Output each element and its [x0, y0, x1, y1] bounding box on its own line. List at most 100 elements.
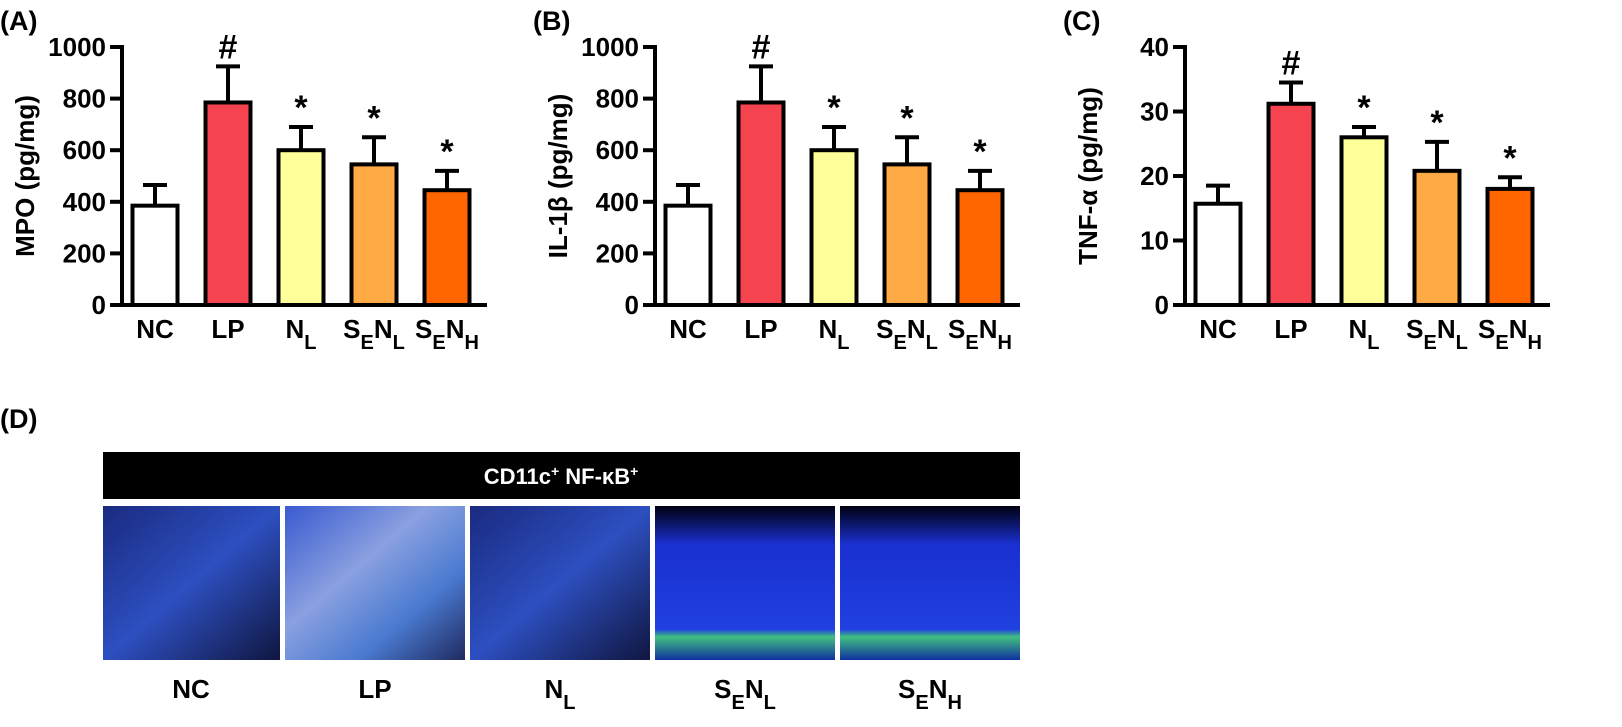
x-tick-label: SENL	[876, 314, 938, 354]
significance-mark: #	[1282, 44, 1301, 82]
bar	[955, 188, 1005, 307]
text-piece: N	[374, 314, 393, 344]
y-tick-label: 20	[1140, 161, 1169, 191]
panel-label: (A)	[0, 6, 37, 36]
text-piece: NC	[669, 314, 707, 344]
y-tick-label: 400	[596, 187, 639, 217]
text-piece: S	[948, 314, 965, 344]
text-piece: N	[979, 314, 998, 344]
y-axis-title: IL-1β (pg/mg)	[543, 94, 573, 259]
text-piece: L	[304, 332, 316, 354]
x-tick-label: SENH	[415, 314, 479, 354]
text-piece: S	[343, 314, 360, 344]
text-piece: LP	[1274, 314, 1307, 344]
micrograph	[840, 506, 1020, 660]
text-piece: NC	[172, 674, 210, 704]
x-tick-label: NL	[819, 314, 850, 354]
y-tick-label: 0	[92, 290, 106, 320]
image-label: NC	[172, 674, 210, 704]
bar	[663, 203, 713, 307]
significance-mark: *	[440, 133, 454, 171]
text-piece: +	[630, 463, 638, 479]
text-piece: LP	[358, 674, 391, 704]
bar	[422, 188, 472, 307]
image-label: NL	[545, 674, 576, 714]
x-tick-label: LP	[211, 314, 244, 344]
image-label: SENH	[898, 674, 962, 714]
text-piece: E	[1424, 332, 1437, 354]
text-piece: N	[819, 314, 838, 344]
y-tick-label: 1000	[48, 32, 106, 62]
text-piece: L	[764, 692, 776, 714]
y-tick-label: 200	[596, 238, 639, 268]
text-piece: S	[714, 674, 731, 704]
text-piece: +	[551, 463, 559, 479]
text-piece: L	[393, 332, 405, 354]
x-tick-label: NC	[136, 314, 174, 344]
y-tick-label: 30	[1140, 97, 1169, 127]
x-tick-label: NL	[1349, 314, 1380, 354]
text-piece: NC	[136, 314, 174, 344]
significance-mark: *	[1503, 139, 1517, 177]
y-tick-label: 0	[625, 290, 639, 320]
bar	[1193, 201, 1243, 307]
text-piece: L	[926, 332, 938, 354]
x-tick-label: SENL	[1406, 314, 1468, 354]
bar	[1485, 186, 1535, 307]
text-piece: E	[894, 332, 907, 354]
text-piece: E	[1495, 332, 1508, 354]
bar	[1266, 101, 1316, 308]
text-piece: S	[876, 314, 893, 344]
significance-mark: *	[294, 89, 308, 127]
panel-label: (B)	[533, 6, 570, 36]
text-piece: S	[898, 674, 915, 704]
text-piece: N	[745, 674, 764, 704]
significance-mark: *	[367, 99, 381, 137]
text-piece: E	[965, 332, 978, 354]
x-tick-label: LP	[744, 314, 777, 344]
text-piece: LP	[744, 314, 777, 344]
y-tick-label: 10	[1140, 226, 1169, 256]
y-tick-label: 200	[63, 238, 106, 268]
x-tick-label: NL	[286, 314, 317, 354]
header-bar	[103, 452, 1020, 499]
significance-mark: *	[827, 89, 841, 127]
significance-mark: *	[900, 99, 914, 137]
text-piece: N	[907, 314, 926, 344]
text-piece: NC	[1199, 314, 1237, 344]
text-piece: E	[432, 332, 445, 354]
bar	[882, 162, 932, 307]
panel-title: CD11c+ NF-κB+	[484, 463, 639, 489]
x-tick-label: SENH	[1478, 314, 1542, 354]
significance-mark: #	[219, 28, 238, 66]
significance-mark: #	[752, 28, 771, 66]
micrograph	[103, 506, 280, 660]
panel-label: (C)	[1063, 6, 1100, 36]
text-piece: L	[837, 332, 849, 354]
text-piece: N	[446, 314, 465, 344]
text-piece: S	[415, 314, 432, 344]
text-piece: L	[1456, 332, 1468, 354]
micrograph	[285, 506, 465, 660]
micrograph	[470, 506, 650, 660]
image-label: SENL	[714, 674, 776, 714]
text-piece: H	[1528, 332, 1542, 354]
text-piece: E	[915, 692, 928, 714]
y-axis-title: MPO (pg/mg)	[10, 95, 40, 257]
y-tick-label: 40	[1140, 32, 1169, 62]
bar	[736, 100, 786, 307]
x-tick-label: SENH	[948, 314, 1012, 354]
y-tick-label: 800	[596, 84, 639, 114]
bar	[809, 148, 859, 307]
text-piece: N	[1437, 314, 1456, 344]
bar	[203, 100, 253, 307]
text-piece: L	[1367, 332, 1379, 354]
significance-mark: *	[1357, 89, 1371, 127]
significance-mark: *	[973, 133, 987, 171]
text-piece: N	[1349, 314, 1368, 344]
text-piece: N	[1509, 314, 1528, 344]
y-tick-label: 800	[63, 84, 106, 114]
bar	[130, 203, 180, 307]
text-piece: S	[1406, 314, 1423, 344]
